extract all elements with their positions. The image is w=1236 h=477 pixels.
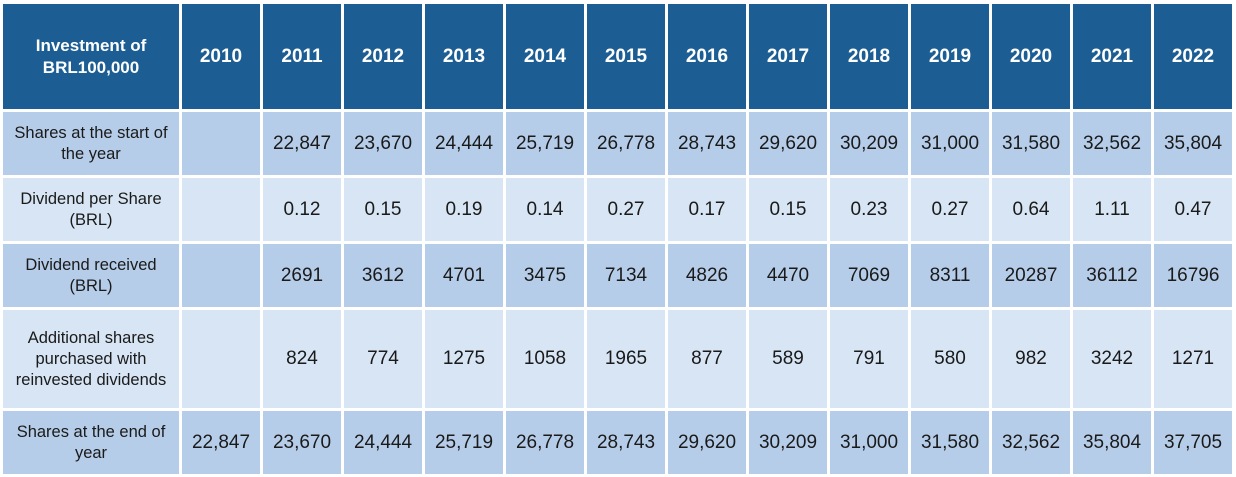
table-cell <box>182 244 260 307</box>
row-label: Shares at the start of the year <box>3 112 179 175</box>
table-cell: 982 <box>992 310 1070 408</box>
table-cell: 37,705 <box>1154 411 1232 474</box>
row-dividend-received: Dividend received (BRL) 2691 3612 4701 3475 7… <box>3 244 1232 307</box>
table-cell: 1.11 <box>1073 178 1151 241</box>
table-cell: 0.15 <box>749 178 827 241</box>
table-cell: 32,562 <box>1073 112 1151 175</box>
table-cell: 32,562 <box>992 411 1070 474</box>
table-cell: 4470 <box>749 244 827 307</box>
table-cell: 0.17 <box>668 178 746 241</box>
table-cell: 774 <box>344 310 422 408</box>
table-cell: 0.47 <box>1154 178 1232 241</box>
table-cell: 4701 <box>425 244 503 307</box>
table-cell: 0.64 <box>992 178 1070 241</box>
row-shares-start: Shares at the start of the year 22,847 23,… <box>3 112 1232 175</box>
table-cell: 16796 <box>1154 244 1232 307</box>
table-cell: 31,580 <box>992 112 1070 175</box>
table-cell: 20287 <box>992 244 1070 307</box>
table-cell: 2691 <box>263 244 341 307</box>
table-cell: 26,778 <box>506 411 584 474</box>
table-cell: 22,847 <box>182 411 260 474</box>
table-cell: 31,000 <box>830 411 908 474</box>
year-header: 2022 <box>1154 4 1232 109</box>
table-cell: 3475 <box>506 244 584 307</box>
table-cell: 24,444 <box>344 411 422 474</box>
row-label: Shares at the end of year <box>3 411 179 474</box>
year-header: 2017 <box>749 4 827 109</box>
table-cell <box>182 178 260 241</box>
row-additional-shares: Additional shares purchased with reinves… <box>3 310 1232 408</box>
year-header: 2021 <box>1073 4 1151 109</box>
row-label: Additional shares purchased with reinves… <box>3 310 179 408</box>
table-cell: 35,804 <box>1073 411 1151 474</box>
table-cell: 36112 <box>1073 244 1151 307</box>
table-cell: 877 <box>668 310 746 408</box>
table-cell: 0.27 <box>911 178 989 241</box>
row-dividend-per-share: Dividend per Share (BRL) 0.12 0.15 0.19 0.14… <box>3 178 1232 241</box>
table-cell: 3242 <box>1073 310 1151 408</box>
year-header: 2013 <box>425 4 503 109</box>
table-cell: 29,620 <box>749 112 827 175</box>
table-cell: 824 <box>263 310 341 408</box>
table-cell: 1965 <box>587 310 665 408</box>
table-cell: 791 <box>830 310 908 408</box>
year-header: 2020 <box>992 4 1070 109</box>
table-cell: 4826 <box>668 244 746 307</box>
year-header: 2011 <box>263 4 341 109</box>
table-cell: 30,209 <box>749 411 827 474</box>
table-cell: 23,670 <box>263 411 341 474</box>
table-cell: 0.19 <box>425 178 503 241</box>
table-cell: 1275 <box>425 310 503 408</box>
header-row: Investment of BRL100,000 2010 2011 2012 … <box>3 4 1232 109</box>
table-cell: 24,444 <box>425 112 503 175</box>
table-cell: 8311 <box>911 244 989 307</box>
table-cell: 580 <box>911 310 989 408</box>
table-cell: 0.15 <box>344 178 422 241</box>
year-header: 2014 <box>506 4 584 109</box>
table-cell: 31,580 <box>911 411 989 474</box>
row-label: Dividend per Share (BRL) <box>3 178 179 241</box>
table-cell: 589 <box>749 310 827 408</box>
table-cell: 3612 <box>344 244 422 307</box>
table-cell: 7134 <box>587 244 665 307</box>
table-cell: 7069 <box>830 244 908 307</box>
table-cell: 26,778 <box>587 112 665 175</box>
table-cell: 23,670 <box>344 112 422 175</box>
table-cell: 30,209 <box>830 112 908 175</box>
table-cell: 0.14 <box>506 178 584 241</box>
year-header: 2015 <box>587 4 665 109</box>
year-header: 2018 <box>830 4 908 109</box>
row-shares-end: Shares at the end of year 22,847 23,670 24,… <box>3 411 1232 474</box>
table-cell: 0.27 <box>587 178 665 241</box>
table-cell: 1058 <box>506 310 584 408</box>
row-label: Dividend received (BRL) <box>3 244 179 307</box>
table-cell: 29,620 <box>668 411 746 474</box>
table-cell: 0.23 <box>830 178 908 241</box>
table-cell <box>182 310 260 408</box>
year-header: 2016 <box>668 4 746 109</box>
corner-header: Investment of BRL100,000 <box>3 4 179 109</box>
table-cell: 28,743 <box>668 112 746 175</box>
table-cell: 25,719 <box>425 411 503 474</box>
year-header: 2012 <box>344 4 422 109</box>
table-cell: 1271 <box>1154 310 1232 408</box>
table-cell: 35,804 <box>1154 112 1232 175</box>
year-header: 2019 <box>911 4 989 109</box>
table-cell: 28,743 <box>587 411 665 474</box>
table-cell: 31,000 <box>911 112 989 175</box>
table-cell: 0.12 <box>263 178 341 241</box>
year-header: 2010 <box>182 4 260 109</box>
table-cell <box>182 112 260 175</box>
table-cell: 22,847 <box>263 112 341 175</box>
table-cell: 25,719 <box>506 112 584 175</box>
